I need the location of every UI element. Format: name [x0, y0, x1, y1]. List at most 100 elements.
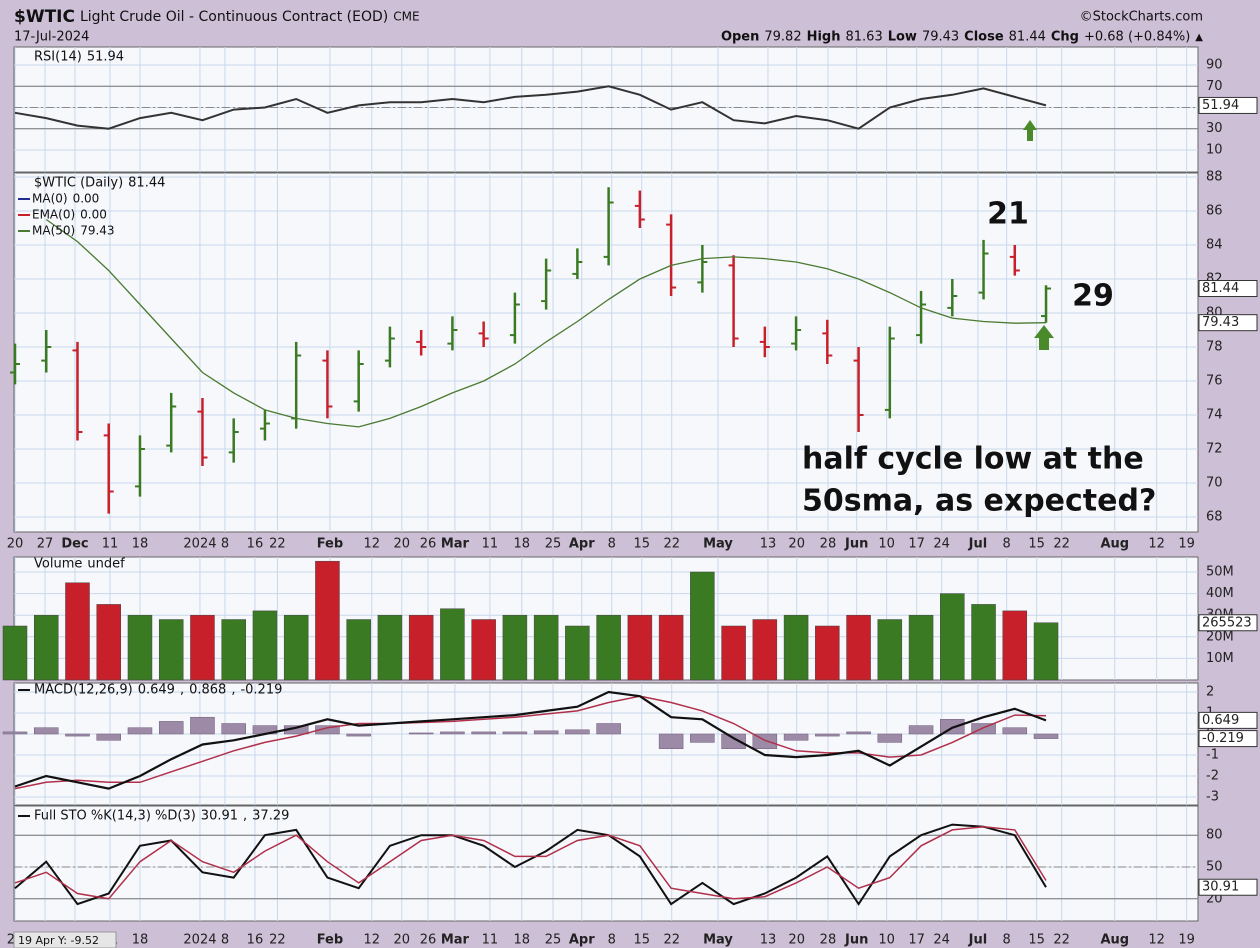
histogram-bar: [783, 733, 809, 741]
y-tick-label: 50M: [1206, 565, 1234, 580]
volume-bar: [721, 625, 746, 681]
quote-label: Close: [964, 30, 1004, 45]
legend-label: MACD(12,26,9): [34, 683, 133, 698]
panel: [13, 682, 1199, 806]
x-tick-label: 22: [269, 933, 286, 948]
y-tick-label: 20M: [1206, 629, 1234, 644]
volume-bar: [158, 619, 184, 681]
annotation: 29: [1072, 279, 1114, 314]
x-tick-label: Aug: [1100, 933, 1129, 948]
x-tick-label: Jul: [968, 933, 988, 948]
legend-label: RSI(14): [34, 50, 82, 65]
legend-separator: ,: [180, 683, 184, 698]
panel: [13, 805, 1199, 922]
x-tick-label: 8: [1003, 933, 1011, 948]
x-tick-label: 26: [420, 933, 437, 948]
volume-bar: [1002, 610, 1028, 681]
histogram-bar: [877, 733, 903, 743]
x-tick-label: 22: [663, 537, 680, 552]
y-tick-label: 68: [1206, 510, 1223, 525]
histogram-bar: [815, 733, 840, 737]
legend-label: MA(0): [32, 192, 68, 206]
line: [45, 218, 1047, 428]
x-tick-label: 22: [1053, 933, 1070, 948]
y-tick-label: 40M: [1206, 586, 1234, 601]
y-tick-label: 2: [1206, 685, 1214, 700]
histogram-bar: [65, 733, 90, 737]
line: [14, 823, 1047, 906]
volume-bar: [908, 614, 934, 681]
volume-bar: [533, 614, 559, 681]
x-tick-label: 16: [247, 933, 264, 948]
volume-bar: [440, 608, 465, 681]
value-box: [1198, 711, 1258, 729]
quote-value: 79.43: [922, 30, 959, 45]
x-tick-label: 18: [513, 933, 530, 948]
y-tick-label: 84: [1206, 238, 1223, 253]
value-box-label: 79.43: [1202, 315, 1239, 330]
plot: [2, 85, 1059, 906]
x-tick-label: 18: [132, 933, 149, 948]
y-tick-label: -1: [1206, 748, 1219, 763]
x-tick-label: 22: [663, 933, 680, 948]
value-box-label: 30.91: [1202, 880, 1239, 895]
x-tick-label: 2024: [183, 933, 216, 948]
x-tick-label: 2024: [183, 537, 216, 552]
volume-bar: [783, 614, 809, 681]
y-tick-label: 10M: [1206, 651, 1234, 666]
volume-bar: [940, 593, 965, 681]
volume-bar: [846, 614, 871, 681]
exchange: CME: [393, 10, 419, 24]
x-tick-label: 8: [608, 537, 616, 552]
legend-label: EMA(0): [32, 208, 75, 222]
histogram-bar: [96, 733, 121, 741]
volume-bar: [690, 571, 715, 681]
histogram-bar: [190, 716, 215, 735]
histogram-bar: [127, 727, 153, 735]
quote-label: High: [807, 30, 841, 45]
volume-bar: [346, 619, 371, 681]
histogram-bar: [346, 733, 371, 737]
legend-value: 37.29: [252, 809, 289, 824]
x-tick-label: Jun: [844, 933, 868, 948]
x-tick-label: 26: [420, 537, 437, 552]
x-tick-label: 15: [633, 537, 650, 552]
x-tick-label: 11: [482, 933, 499, 948]
quote-label: Chg: [1051, 30, 1079, 45]
x-tick-label: 19: [1178, 537, 1195, 552]
y-tick-label: 30: [1206, 121, 1223, 136]
y-tick-label: -3: [1206, 790, 1219, 805]
histogram-bar: [158, 721, 184, 735]
instrument-name: Light Crude Oil - Continuous Contract (E…: [80, 9, 388, 25]
x-tick-label: 22: [1053, 537, 1070, 552]
y-tick-label: 50: [1206, 860, 1223, 875]
histogram-bar: [565, 729, 590, 735]
x-tick-label: 19: [1178, 933, 1195, 948]
volume-bar: [596, 614, 621, 681]
quote-value: 81.63: [846, 30, 883, 45]
legend-value: 0.649: [138, 683, 175, 698]
x-tick-label: 11: [102, 537, 119, 552]
x-tick-label: 28: [820, 537, 837, 552]
x-tick-label: 15: [1028, 933, 1045, 948]
quote-label: Open: [721, 30, 759, 45]
volume-bar: [33, 614, 59, 681]
volume-bar: [65, 582, 90, 681]
legend-value: 51.94: [87, 50, 124, 65]
legend-label: MA(50): [32, 224, 75, 238]
x-tick-label: 12: [1148, 933, 1165, 948]
x-tick-label: Jul: [968, 537, 988, 552]
legend-label: $WTIC (Daily): [34, 176, 123, 191]
line: [14, 690, 1047, 790]
volume-bar: [190, 614, 215, 681]
change-arrow: ▲: [1195, 32, 1203, 43]
up-arrow: [1023, 120, 1037, 141]
volume-bar: [377, 614, 403, 681]
value-box: [1198, 96, 1258, 114]
histogram-bar: [690, 733, 715, 743]
y-tick-label: 80: [1206, 828, 1223, 843]
volume-bar: [408, 614, 434, 681]
volume-bar: [815, 625, 840, 681]
x-tick-label: 12: [1148, 537, 1165, 552]
